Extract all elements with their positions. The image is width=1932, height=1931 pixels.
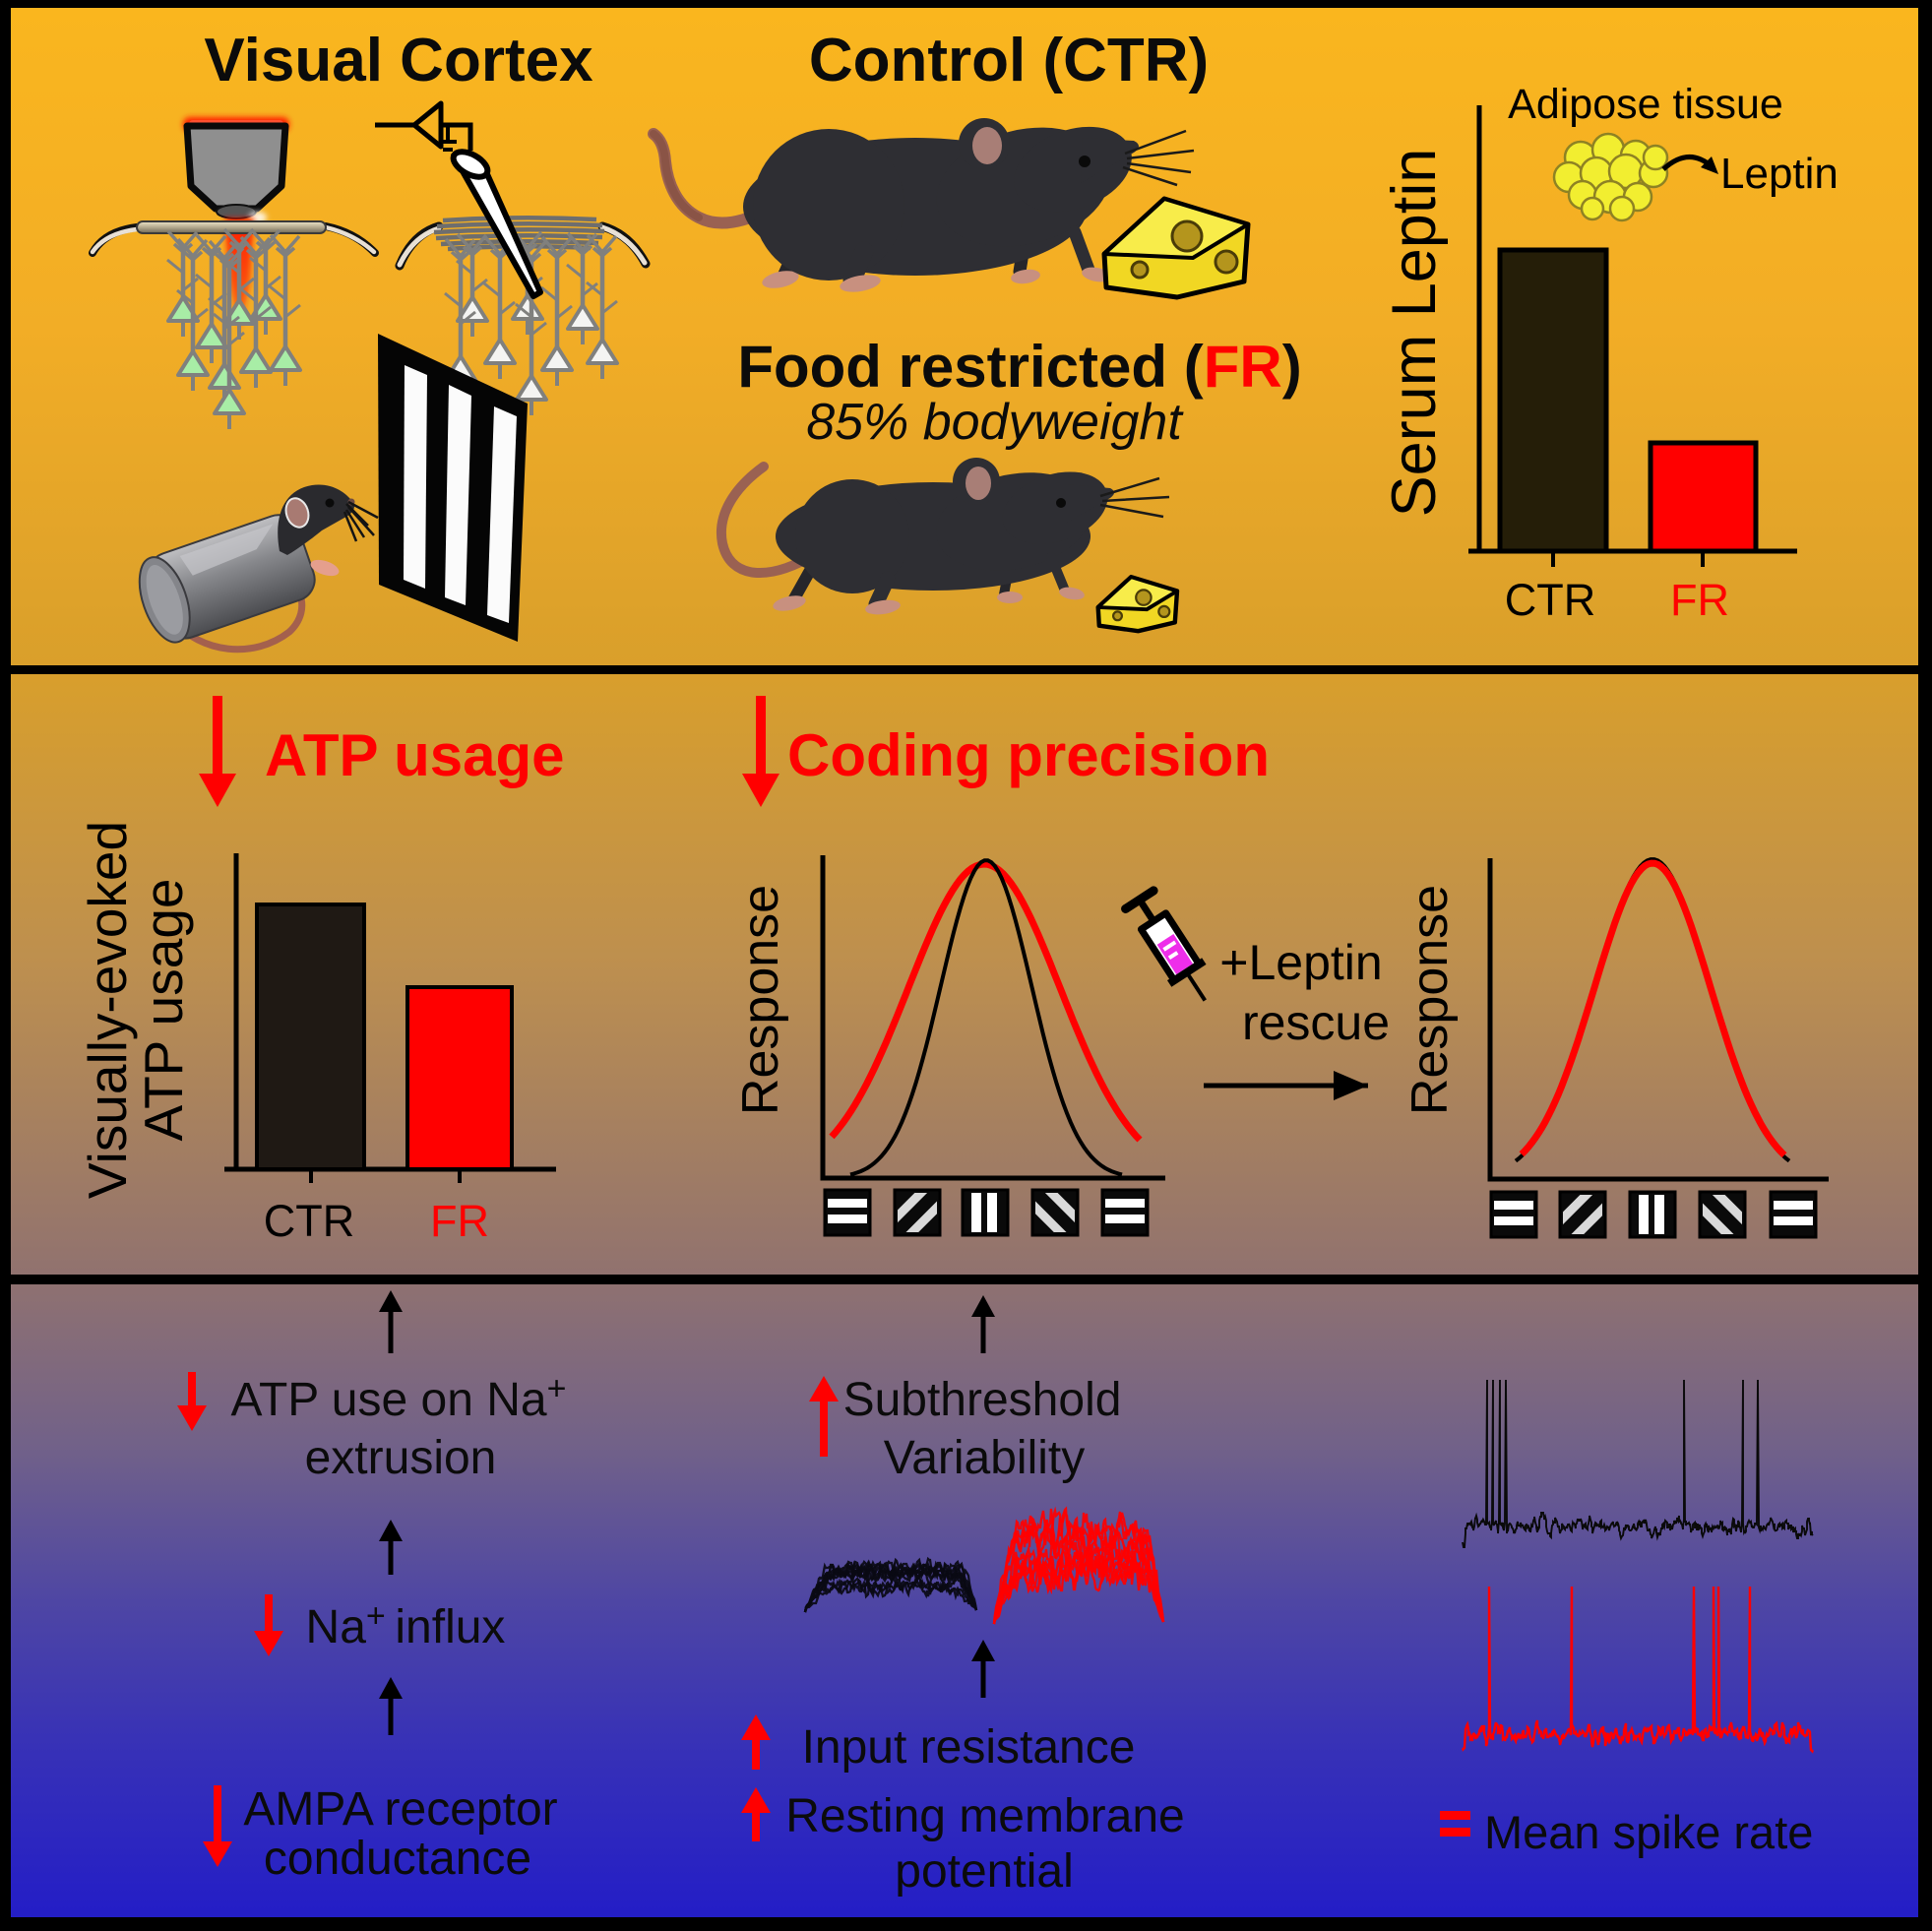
svg-text:ATP use on Na+: ATP use on Na+ bbox=[231, 1370, 567, 1426]
svg-text:CTR: CTR bbox=[1505, 575, 1595, 625]
svg-text:Visual Cortex: Visual Cortex bbox=[204, 27, 593, 94]
svg-text:Response: Response bbox=[732, 885, 789, 1115]
svg-text:Resting membrane: Resting membrane bbox=[785, 1790, 1185, 1842]
svg-text:Response: Response bbox=[1402, 885, 1459, 1115]
svg-text:Leptin: Leptin bbox=[1720, 150, 1839, 198]
svg-text:Mean spike rate: Mean spike rate bbox=[1484, 1806, 1813, 1858]
svg-text:ATP usage: ATP usage bbox=[133, 878, 194, 1141]
svg-text:+Leptin: +Leptin bbox=[1219, 935, 1382, 990]
svg-text:FR: FR bbox=[430, 1196, 489, 1246]
svg-text:Adipose tissue: Adipose tissue bbox=[1508, 81, 1783, 128]
svg-text:Visually-evoked: Visually-evoked bbox=[77, 821, 138, 1199]
svg-text:85% bodyweight: 85% bodyweight bbox=[806, 394, 1184, 451]
svg-text:Food restricted (FR): Food restricted (FR) bbox=[737, 334, 1301, 400]
svg-text:extrusion: extrusion bbox=[305, 1432, 497, 1484]
svg-text:conductance: conductance bbox=[264, 1833, 531, 1885]
svg-text:Variability: Variability bbox=[884, 1432, 1086, 1484]
svg-text:potential: potential bbox=[895, 1845, 1073, 1898]
svg-text:Input resistance: Input resistance bbox=[802, 1721, 1136, 1774]
svg-text:Na+ influx: Na+ influx bbox=[306, 1597, 506, 1653]
svg-text:Coding precision: Coding precision bbox=[787, 722, 1270, 788]
svg-text:Subthreshold: Subthreshold bbox=[843, 1374, 1122, 1426]
svg-text:FR: FR bbox=[1670, 575, 1729, 625]
svg-text:Serum Leptin: Serum Leptin bbox=[1380, 149, 1449, 518]
svg-text:ATP usage: ATP usage bbox=[265, 722, 565, 788]
svg-text:AMPA receptor: AMPA receptor bbox=[243, 1783, 557, 1836]
svg-text:Control (CTR): Control (CTR) bbox=[809, 27, 1209, 94]
svg-text:rescue: rescue bbox=[1242, 995, 1390, 1050]
svg-text:CTR: CTR bbox=[264, 1196, 354, 1246]
